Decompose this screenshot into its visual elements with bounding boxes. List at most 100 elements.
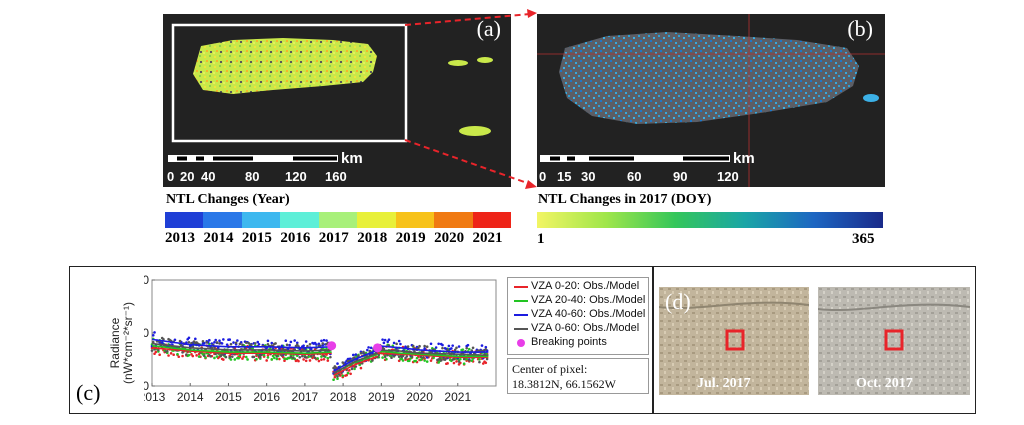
scatter-point xyxy=(316,357,319,360)
zoom-box xyxy=(171,23,408,143)
scatter-point xyxy=(386,353,390,357)
x-tick-label: 2013 xyxy=(144,390,166,404)
scatter-point xyxy=(419,355,423,359)
colorbar-year-swatch xyxy=(434,212,473,228)
model-line xyxy=(377,352,489,359)
island-main xyxy=(193,38,377,94)
scatter-point xyxy=(180,343,183,347)
legend-line-swatch xyxy=(514,328,528,330)
scatter-point xyxy=(470,349,474,352)
scatter-point xyxy=(250,343,253,347)
x-tick-label: 2014 xyxy=(177,390,204,404)
x-tick-label: 2015 xyxy=(215,390,242,404)
scatter-point xyxy=(229,342,233,346)
legend-marker-swatch xyxy=(517,339,525,347)
colorbar-year-swatch xyxy=(203,212,242,228)
scatter-point xyxy=(288,343,291,347)
plot-area xyxy=(151,279,497,387)
scatter-point xyxy=(457,345,461,348)
puerto-rico-year-map xyxy=(168,23,493,162)
scatter-point xyxy=(411,344,415,348)
scatter-point xyxy=(266,343,270,346)
legend-label: VZA 0-60: Obs./Model xyxy=(531,322,640,334)
scatter-point xyxy=(202,354,206,358)
scatter-point xyxy=(461,348,465,351)
scatter-point xyxy=(181,351,184,354)
colorbar-year-label: 2021 xyxy=(472,230,503,246)
scatter-point xyxy=(462,362,466,366)
scatter-point xyxy=(438,357,442,360)
model-line xyxy=(151,344,332,354)
x-tick-label: 2019 xyxy=(368,390,395,404)
scatter-point xyxy=(423,347,426,350)
scatter-point xyxy=(258,355,262,359)
scatter-point xyxy=(484,348,488,351)
scatter-point xyxy=(317,359,321,363)
scatter-point xyxy=(459,357,462,361)
scatter-point xyxy=(225,343,229,346)
radiance-time-series-chart: 0 50 100 2013 2014 2015 2016 2017 2018 2019 2020 20… xyxy=(144,273,497,404)
scatter-point xyxy=(197,355,201,358)
colorbar-doy-title: NTL Changes in 2017 (DOY) xyxy=(538,192,712,207)
scatter-point xyxy=(415,356,419,360)
colorbar-year-swatch xyxy=(395,212,435,228)
scatter-point xyxy=(209,355,212,358)
scatter-point xyxy=(304,359,308,363)
scatter-point xyxy=(322,357,326,361)
scatter-point xyxy=(187,353,191,357)
scatter-point xyxy=(165,349,169,353)
x-tick-label: 2021 xyxy=(444,390,471,404)
scatter-point xyxy=(292,356,295,360)
scatter-point xyxy=(292,354,295,357)
scatter-point xyxy=(416,346,420,350)
scatter-point xyxy=(447,344,451,348)
highlight-box-oct xyxy=(884,329,904,351)
scatter-point xyxy=(266,339,270,343)
annotation-line-2: 18.3812N, 66.1562W xyxy=(512,377,616,391)
legend-label: VZA 0-20: Obs./Model xyxy=(531,280,640,292)
scatter-point xyxy=(295,341,299,345)
scatter-point xyxy=(325,339,328,342)
puerto-rico-doy-map xyxy=(537,14,885,187)
scatter-point xyxy=(218,339,221,343)
scatter-point xyxy=(270,358,274,361)
scatter-point xyxy=(283,359,286,362)
scatter-point xyxy=(253,342,257,345)
scatter-point xyxy=(387,338,391,342)
scatter-point xyxy=(205,341,209,344)
scatter-point xyxy=(341,374,345,377)
scatter-point xyxy=(220,342,224,345)
scatter-point xyxy=(275,355,279,358)
scatter-point xyxy=(190,341,193,345)
breaking-point-marker xyxy=(327,341,337,351)
scatter-point xyxy=(465,346,468,350)
scatter-point xyxy=(432,356,435,360)
scatter-point xyxy=(178,339,182,343)
scatter-point xyxy=(185,353,188,356)
scatter-point xyxy=(441,343,444,347)
scale-tick-b-4: 90 xyxy=(673,169,688,184)
scatter-point xyxy=(273,356,276,360)
scatter-point xyxy=(157,348,160,352)
scale-tick-a-5: 160 xyxy=(325,169,347,184)
scale-tick-b-3: 60 xyxy=(627,169,642,184)
scatter-point xyxy=(466,343,470,347)
scale-tick-b-1: 15 xyxy=(557,169,572,184)
scatter-point xyxy=(236,339,239,342)
y-tick-label: 100 xyxy=(144,273,149,287)
scatter-point xyxy=(275,357,279,361)
scatter-point xyxy=(414,359,418,363)
scatter-point xyxy=(278,347,281,350)
island-culebra xyxy=(477,57,493,63)
scatter-point xyxy=(289,355,293,359)
model-line xyxy=(377,344,489,353)
colorbar-year-label: 2017 xyxy=(318,230,349,246)
model-line xyxy=(377,349,489,357)
scatter-point xyxy=(216,346,220,350)
scatter-point xyxy=(309,354,313,358)
scatter-point xyxy=(322,338,326,342)
scatter-point xyxy=(150,349,154,352)
scatter-point xyxy=(439,359,443,362)
scatter-point xyxy=(395,342,398,346)
photo-caption-oct: Oct. 2017 xyxy=(856,376,913,391)
